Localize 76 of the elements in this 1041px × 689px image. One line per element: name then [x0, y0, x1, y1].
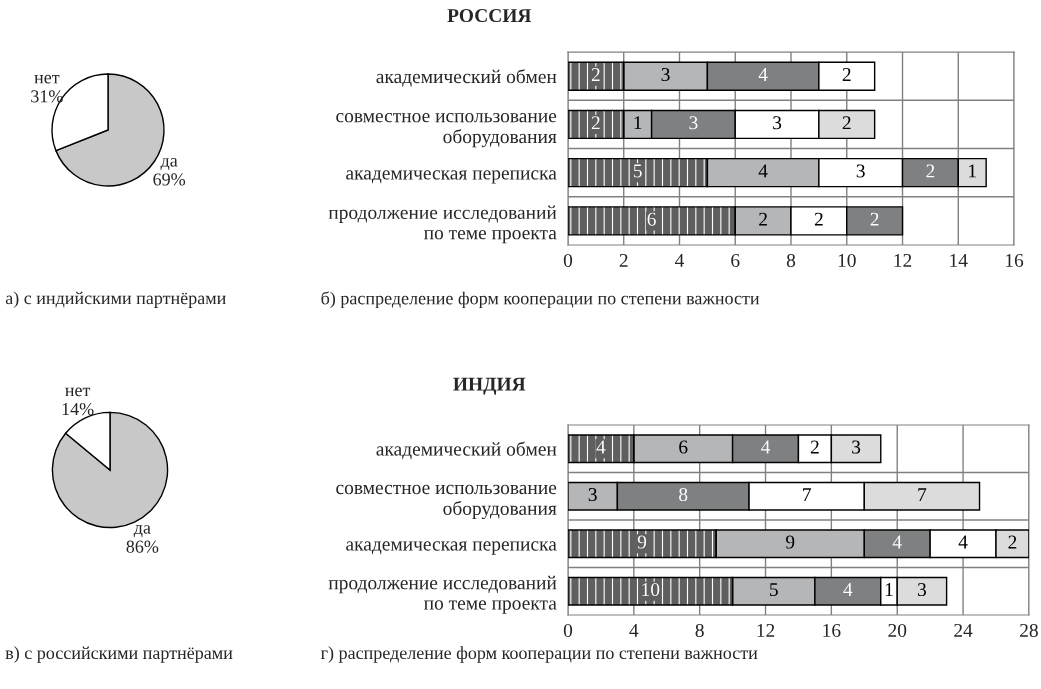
- data-label: 2: [842, 116, 851, 130]
- data-label: 8: [679, 487, 688, 502]
- text: б) распределение форм кооперации по степени важности: [321, 291, 760, 309]
- data-label: 7: [918, 488, 927, 501]
- chart-title: РОССИЯ: [447, 9, 532, 23]
- data-label: 1: [634, 116, 642, 130]
- x-tick-label: 8: [695, 623, 704, 638]
- data-label: 5: [633, 164, 642, 178]
- data-label: 10: [642, 582, 660, 597]
- data-label: 2: [842, 68, 851, 81]
- data-label: 2: [810, 440, 819, 454]
- y-tick-label: академическая переписка: [346, 170, 557, 184]
- data-label: 3: [773, 116, 782, 130]
- data-label: 2: [591, 68, 600, 81]
- y-tick-label: академический обмен: [376, 69, 557, 87]
- x-tick-label: 20: [888, 623, 907, 638]
- text: в) с российскими партнёрами: [5, 646, 233, 663]
- x-tick-label: 28: [1020, 623, 1038, 638]
- slice-label: нет: [65, 387, 91, 397]
- data-label: 1: [969, 164, 976, 178]
- x-tick-label: 6: [731, 253, 740, 268]
- y-tick-label: совместное использование оборудования: [336, 112, 557, 148]
- x-tick-label: 12: [757, 623, 775, 637]
- data-label: 14%: [62, 402, 94, 416]
- x-tick-label: 8: [786, 253, 796, 268]
- data-label: 5: [770, 583, 778, 597]
- data-label: 2: [926, 164, 935, 178]
- data-label: 4: [596, 440, 606, 454]
- slice-label: нет: [34, 74, 60, 84]
- data-label: 4: [761, 440, 771, 454]
- data-label: 2: [870, 212, 879, 226]
- text: а) с индийскими партнёрами: [5, 291, 226, 308]
- x-tick-label: 12: [894, 253, 912, 267]
- chart-title: ИНДИЯ: [453, 377, 526, 395]
- data-label: 2: [814, 212, 823, 226]
- data-label: 2: [591, 116, 600, 130]
- slice-label: да: [160, 157, 178, 170]
- y-tick-label: академическая переписка: [346, 541, 557, 555]
- data-label: 3: [852, 440, 861, 454]
- data-label: 2: [759, 212, 767, 226]
- data-label: 86%: [126, 540, 159, 553]
- data-label: 3: [689, 116, 698, 130]
- y-tick-label: академический обмен: [376, 441, 557, 460]
- x-tick-label: 0: [563, 253, 573, 268]
- data-label: 6: [647, 212, 656, 226]
- data-label: 9: [785, 535, 795, 549]
- x-tick-label: 4: [675, 254, 685, 267]
- data-label: 3: [917, 583, 927, 597]
- data-label: 4: [758, 164, 768, 178]
- data-label: 3: [856, 164, 865, 178]
- text: г) распределение форм кооперации по степени важности: [320, 646, 758, 663]
- data-label: 4: [758, 68, 768, 81]
- x-tick-label: 2: [619, 253, 628, 267]
- x-tick-label: 24: [954, 623, 973, 637]
- data-label: 3: [661, 68, 670, 82]
- data-label: 31%: [31, 90, 63, 103]
- x-tick-label: 0: [563, 623, 573, 638]
- y-tick-label: продолжение исследований по теме проекта: [328, 205, 557, 244]
- y-tick-label: совместное использование оборудования: [336, 484, 557, 519]
- data-label: 4: [958, 535, 968, 549]
- x-tick-label: 4: [629, 624, 639, 637]
- data-label: 7: [803, 488, 811, 501]
- x-tick-label: 10: [838, 253, 856, 268]
- x-tick-label: 14: [950, 254, 968, 267]
- data-label: 1: [885, 583, 893, 596]
- data-label: 9: [637, 535, 647, 549]
- data-label: 4: [892, 535, 902, 549]
- slice-label: да: [133, 525, 151, 538]
- data-label: 4: [843, 583, 853, 596]
- data-label: 69%: [153, 173, 186, 186]
- x-tick-label: 16: [1006, 253, 1024, 268]
- data-label: 3: [588, 488, 597, 502]
- data-label: 2: [1008, 535, 1017, 549]
- y-tick-label: продолжение исследований по теме проекта: [328, 575, 557, 614]
- data-label: 6: [679, 440, 688, 454]
- x-tick-label: 16: [823, 623, 841, 638]
